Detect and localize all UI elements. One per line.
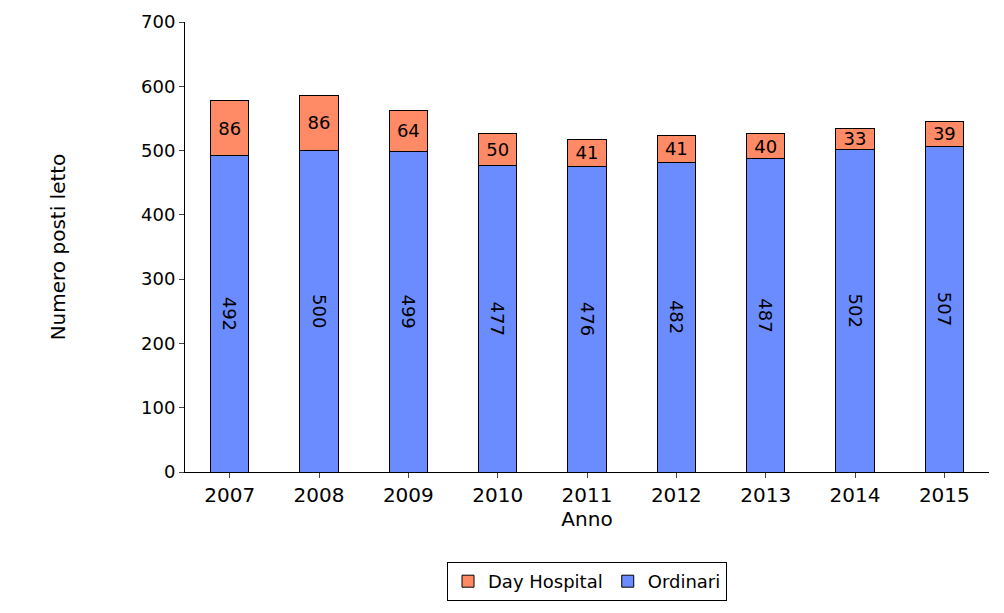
- svg-text:41: 41: [576, 142, 599, 163]
- svg-text:100: 100: [141, 397, 175, 418]
- svg-text:492: 492: [219, 297, 240, 331]
- svg-text:482: 482: [666, 300, 687, 334]
- svg-text:600: 600: [141, 76, 175, 97]
- svg-text:0: 0: [164, 461, 175, 482]
- svg-text:477: 477: [487, 302, 508, 336]
- svg-text:2008: 2008: [294, 483, 345, 507]
- svg-text:Numero posti letto: Numero posti letto: [46, 154, 70, 341]
- svg-text:86: 86: [218, 118, 241, 139]
- svg-text:2015: 2015: [919, 483, 970, 507]
- svg-text:39: 39: [933, 123, 956, 144]
- svg-text:Day Hospital: Day Hospital: [488, 571, 603, 592]
- svg-text:Ordinari: Ordinari: [648, 571, 721, 592]
- svg-text:33: 33: [844, 128, 867, 149]
- svg-text:2007: 2007: [204, 483, 255, 507]
- svg-text:499: 499: [398, 294, 419, 328]
- svg-text:Anno: Anno: [561, 507, 612, 531]
- svg-text:476: 476: [577, 302, 598, 336]
- svg-text:2010: 2010: [472, 483, 523, 507]
- svg-text:86: 86: [308, 112, 331, 133]
- svg-text:400: 400: [141, 204, 175, 225]
- svg-text:200: 200: [141, 333, 175, 354]
- svg-text:2009: 2009: [383, 483, 434, 507]
- svg-text:2012: 2012: [651, 483, 702, 507]
- svg-text:41: 41: [665, 138, 688, 159]
- svg-text:64: 64: [397, 120, 420, 141]
- svg-text:300: 300: [141, 268, 175, 289]
- svg-text:502: 502: [845, 293, 866, 327]
- svg-text:2011: 2011: [562, 483, 613, 507]
- svg-text:2013: 2013: [740, 483, 791, 507]
- svg-text:40: 40: [754, 136, 777, 157]
- svg-text:500: 500: [309, 294, 330, 328]
- svg-text:487: 487: [755, 298, 776, 332]
- svg-text:507: 507: [934, 292, 955, 326]
- svg-text:700: 700: [141, 11, 175, 32]
- svg-text:500: 500: [141, 140, 175, 161]
- svg-text:2014: 2014: [830, 483, 881, 507]
- svg-text:50: 50: [486, 139, 509, 160]
